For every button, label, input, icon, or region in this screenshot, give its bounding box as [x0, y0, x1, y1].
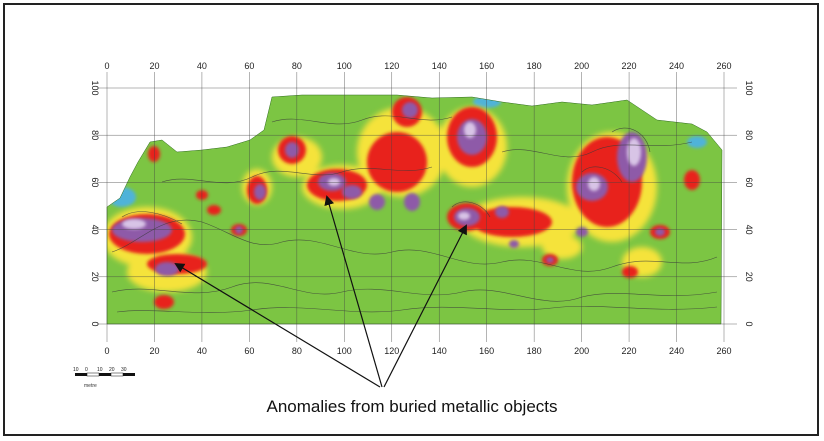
scale-tick-label: 10 [97, 367, 103, 373]
y-tick-label: 100 [90, 80, 100, 95]
x-tick-label: 200 [574, 61, 589, 71]
arrow-central [324, 195, 383, 388]
x-tick-label: 0 [104, 346, 109, 356]
arrow-east [383, 224, 467, 388]
magnetometry-map: 0 20 40 60 80 100 120 140 160 180 200 220 240 260 0 20… [73, 61, 754, 388]
annotation-arrows [174, 195, 467, 388]
y-axis-left: 0 20 40 60 80 100 [90, 80, 100, 326]
x-tick-label: 180 [527, 61, 542, 71]
x-tick-label: 260 [716, 346, 731, 356]
x-tick-label: 80 [292, 61, 302, 71]
y-tick-label: 60 [744, 177, 754, 187]
y-tick-label: 20 [744, 272, 754, 282]
x-tick-label: 220 [622, 346, 637, 356]
x-tick-label: 120 [384, 61, 399, 71]
x-tick-label: 240 [669, 346, 684, 356]
x-tick-label: 0 [104, 61, 109, 71]
y-tick-label: 0 [744, 321, 754, 326]
x-tick-label: 240 [669, 61, 684, 71]
y-tick-label: 80 [90, 130, 100, 140]
scale-tick-label: 10 [73, 367, 79, 373]
x-tick-label: 140 [432, 61, 447, 71]
scale-bar: 10 0 10 20 30 [73, 367, 135, 377]
scale-tick-label: 0 [85, 367, 88, 373]
x-tick-label: 40 [197, 346, 207, 356]
x-axis-bottom: 0 20 40 60 80 100 120 140 160 180 200 220 240 260 [104, 346, 731, 356]
x-tick-label: 20 [149, 61, 159, 71]
y-tick-label: 60 [90, 177, 100, 187]
x-axis-top: 0 20 40 60 80 100 120 140 160 180 200 220 240 260 [104, 61, 731, 71]
y-axis-right: 0 20 40 60 80 100 [744, 80, 754, 326]
figure-frame: 0 20 40 60 80 100 120 140 160 180 200 220 240 260 0 20… [3, 3, 819, 436]
x-tick-label: 140 [432, 346, 447, 356]
y-tick-label: 0 [90, 321, 100, 326]
y-tick-label: 40 [90, 225, 100, 235]
scale-tick-label: 20 [109, 367, 115, 373]
arrow-west [174, 262, 381, 388]
x-tick-label: 40 [197, 61, 207, 71]
y-tick-label: 20 [90, 272, 100, 282]
x-tick-label: 100 [337, 346, 352, 356]
y-tick-label: 80 [744, 130, 754, 140]
x-tick-label: 60 [244, 346, 254, 356]
x-tick-label: 160 [479, 61, 494, 71]
x-tick-label: 260 [716, 61, 731, 71]
x-tick-label: 180 [527, 346, 542, 356]
x-tick-label: 100 [337, 61, 352, 71]
x-tick-label: 120 [384, 346, 399, 356]
x-tick-label: 160 [479, 346, 494, 356]
figure-caption: Anomalies from buried metallic objects [266, 397, 558, 416]
x-tick-label: 60 [244, 61, 254, 71]
x-tick-label: 200 [574, 346, 589, 356]
x-tick-label: 80 [292, 346, 302, 356]
y-tick-label: 40 [744, 225, 754, 235]
x-tick-label: 220 [622, 61, 637, 71]
coordinate-grid [97, 72, 737, 342]
scale-tick-label: 30 [121, 367, 127, 373]
scale-unit-label: metre [84, 383, 97, 389]
x-tick-label: 20 [149, 346, 159, 356]
y-tick-label: 100 [744, 80, 754, 95]
